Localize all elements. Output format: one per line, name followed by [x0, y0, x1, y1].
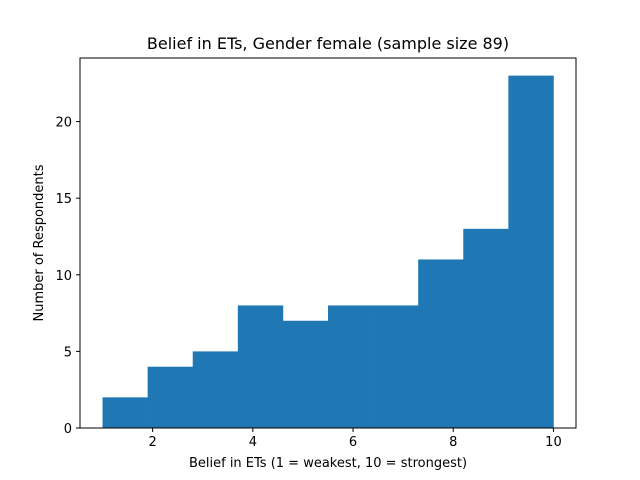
x-tick-label: 8 [449, 435, 457, 450]
histogram-bar-6 [328, 305, 374, 428]
y-tick-label: 0 [64, 422, 72, 437]
x-axis-ticks: 2 4 6 8 10 [149, 428, 562, 450]
y-axis-ticks: 0 5 10 15 20 [55, 116, 80, 437]
bars-group [102, 75, 554, 428]
x-tick-label: 10 [545, 435, 562, 450]
histogram-bar-8 [418, 259, 464, 428]
histogram-bar-3 [192, 351, 239, 428]
chart-title: Belief in ETs, Gender female (sample siz… [147, 34, 509, 53]
histogram-bar-7 [373, 305, 419, 428]
histogram-bar-2 [147, 366, 194, 428]
plot-frame [79, 57, 577, 429]
histogram-bar-5 [282, 320, 329, 428]
histogram-bar-1 [102, 397, 148, 428]
x-tick-label: 4 [249, 435, 257, 450]
x-tick-label: 2 [149, 435, 157, 450]
y-axis-label: Number of Respondents [32, 164, 47, 321]
histogram-bar-10 [508, 75, 554, 428]
y-tick-label: 15 [55, 192, 72, 207]
y-tick-label: 10 [55, 269, 72, 284]
y-tick-label: 5 [64, 345, 72, 360]
histogram-bar-4 [237, 305, 284, 428]
y-tick-label: 20 [55, 116, 72, 131]
x-axis-label: Belief in ETs (1 = weakest, 10 = stronge… [189, 456, 467, 471]
histogram-bar-9 [463, 228, 509, 428]
x-tick-label: 6 [349, 435, 357, 450]
